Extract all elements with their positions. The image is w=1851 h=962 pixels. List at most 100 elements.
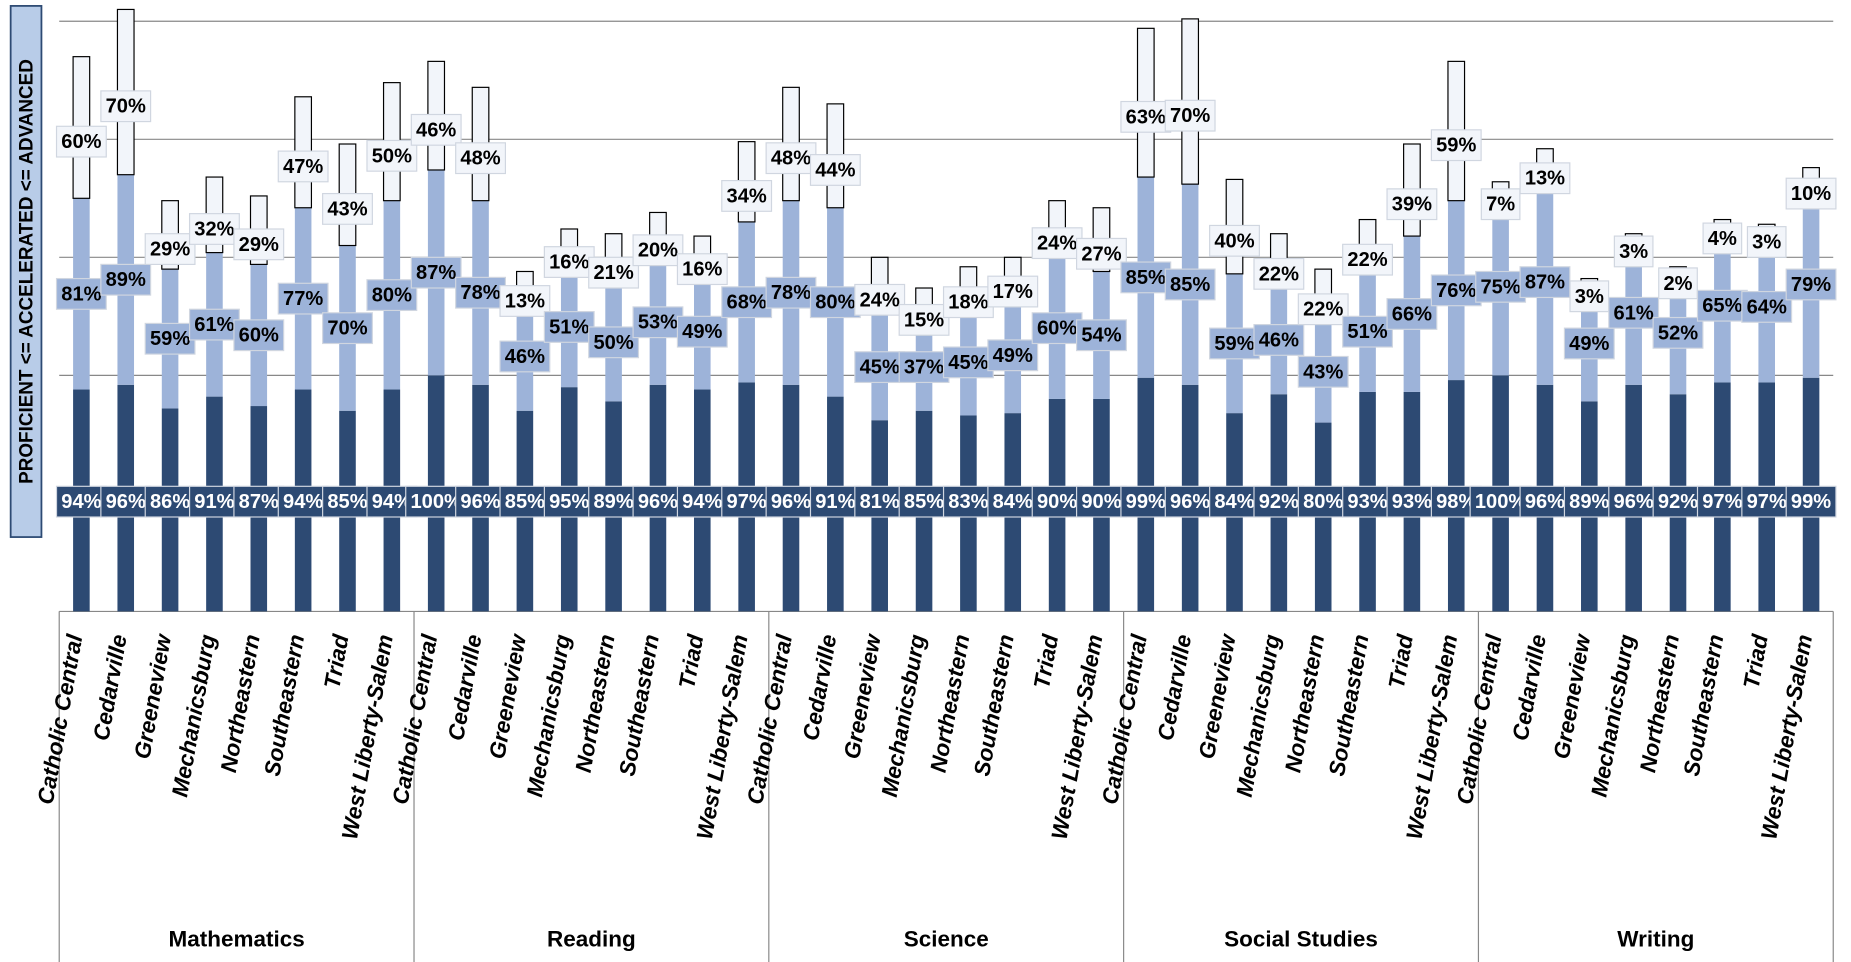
value-label: 93% — [1392, 491, 1432, 513]
value-label: 65% — [1702, 295, 1742, 317]
value-label: 43% — [1303, 361, 1343, 383]
value-label-box — [188, 485, 240, 518]
value-label-box — [55, 277, 107, 310]
value-label-box — [277, 485, 329, 518]
value-label: 77% — [283, 288, 323, 310]
value-label: 99% — [1126, 491, 1166, 513]
value-label: 89% — [1569, 491, 1609, 513]
value-label-box — [1386, 188, 1438, 221]
value-label-box — [455, 276, 506, 309]
value-label: 99% — [1791, 491, 1831, 513]
value-label: 94% — [372, 491, 412, 513]
value-label: 64% — [1747, 296, 1787, 318]
value-label: 96% — [460, 491, 500, 513]
value-label-box — [1297, 355, 1349, 388]
value-label: 52% — [1658, 322, 1698, 344]
value-label: 59% — [1436, 135, 1476, 157]
value-label: 85% — [327, 491, 367, 513]
value-label-box — [1164, 99, 1216, 132]
x-tick-label: Greeneview — [1194, 631, 1241, 761]
value-label-box — [144, 233, 196, 265]
group-label: Science — [904, 927, 989, 952]
value-label-box — [1253, 324, 1305, 356]
value-label-box — [942, 286, 994, 319]
value-label: 60% — [61, 131, 101, 153]
value-label: 98% — [1436, 491, 1476, 513]
value-label-box — [1519, 485, 1571, 518]
x-tick-label: Triad — [1029, 631, 1063, 690]
value-label-box — [366, 279, 418, 312]
x-tick-label: Northeastern — [216, 633, 265, 775]
value-label: 49% — [993, 345, 1033, 367]
value-label: 87% — [416, 262, 456, 284]
value-label-box — [1297, 485, 1349, 518]
x-tick-label: Cedarville — [443, 633, 486, 743]
value-label-box — [765, 142, 817, 175]
value-label-box — [543, 311, 595, 343]
value-label: 70% — [327, 318, 367, 340]
value-label-box — [942, 346, 994, 379]
value-label: 3% — [1575, 286, 1604, 308]
value-label-box — [721, 286, 773, 319]
value-label: 49% — [682, 321, 722, 343]
value-label: 87% — [1525, 272, 1565, 294]
value-label-box — [898, 351, 950, 384]
value-label-box — [1741, 290, 1793, 323]
value-label-box — [100, 90, 152, 123]
value-label: 75% — [1480, 276, 1520, 298]
value-label-box — [1209, 485, 1260, 518]
x-tick-label: Southeastern — [969, 633, 1019, 778]
value-label-box — [1569, 280, 1610, 313]
value-label-box — [1475, 270, 1527, 303]
value-label: 27% — [1081, 243, 1121, 265]
value-label-box — [1164, 268, 1216, 301]
value-label: 32% — [194, 219, 234, 241]
value-label: 92% — [1658, 491, 1698, 513]
value-label: 48% — [460, 148, 500, 170]
value-label-box — [1120, 485, 1172, 518]
value-label-box — [1519, 162, 1571, 195]
value-label: 97% — [1702, 491, 1742, 513]
value-label-box — [1120, 261, 1172, 294]
value-label: 97% — [727, 491, 767, 513]
x-tick-label: Northeastern — [925, 633, 974, 775]
x-tick-label: Cedarville — [88, 633, 131, 743]
value-label: 83% — [948, 491, 988, 513]
x-tick-label: Mechanicsburg — [522, 632, 575, 799]
value-label-box — [1702, 222, 1743, 255]
value-label: 90% — [1081, 491, 1121, 513]
value-label-box — [233, 319, 285, 352]
value-label: 89% — [593, 491, 633, 513]
x-tick-label: Triad — [674, 631, 708, 690]
value-label-box — [1608, 296, 1660, 329]
value-label: 24% — [1037, 233, 1077, 255]
value-label-box — [410, 113, 462, 146]
value-label: 20% — [638, 240, 678, 262]
value-label: 96% — [106, 491, 146, 513]
value-label: 92% — [1259, 491, 1299, 513]
value-label: 85% — [1170, 274, 1210, 296]
value-label-box — [410, 256, 462, 289]
value-label-box — [1696, 289, 1748, 322]
x-tick-label: Southeastern — [260, 633, 310, 778]
x-tick-label: Triad — [319, 631, 353, 690]
x-tick-label: Mechanicsburg — [1232, 632, 1285, 799]
value-label-box — [1075, 237, 1127, 270]
value-label: 96% — [1525, 491, 1565, 513]
value-label-box — [676, 315, 728, 348]
value-label-box — [1031, 485, 1083, 518]
value-label-box — [499, 340, 551, 373]
value-label-box — [1342, 243, 1394, 276]
value-label-box — [854, 283, 906, 316]
value-label: 94% — [682, 491, 722, 513]
value-label: 96% — [1170, 491, 1210, 513]
value-label: 50% — [372, 145, 412, 167]
value-label-box — [144, 485, 196, 518]
value-label: 51% — [1347, 321, 1387, 343]
value-label: 66% — [1392, 303, 1432, 325]
group-label: Reading — [547, 927, 636, 952]
value-label-box — [676, 253, 728, 286]
value-label-box — [1120, 100, 1172, 133]
value-label-box — [1613, 235, 1654, 268]
value-label-box — [588, 485, 640, 518]
